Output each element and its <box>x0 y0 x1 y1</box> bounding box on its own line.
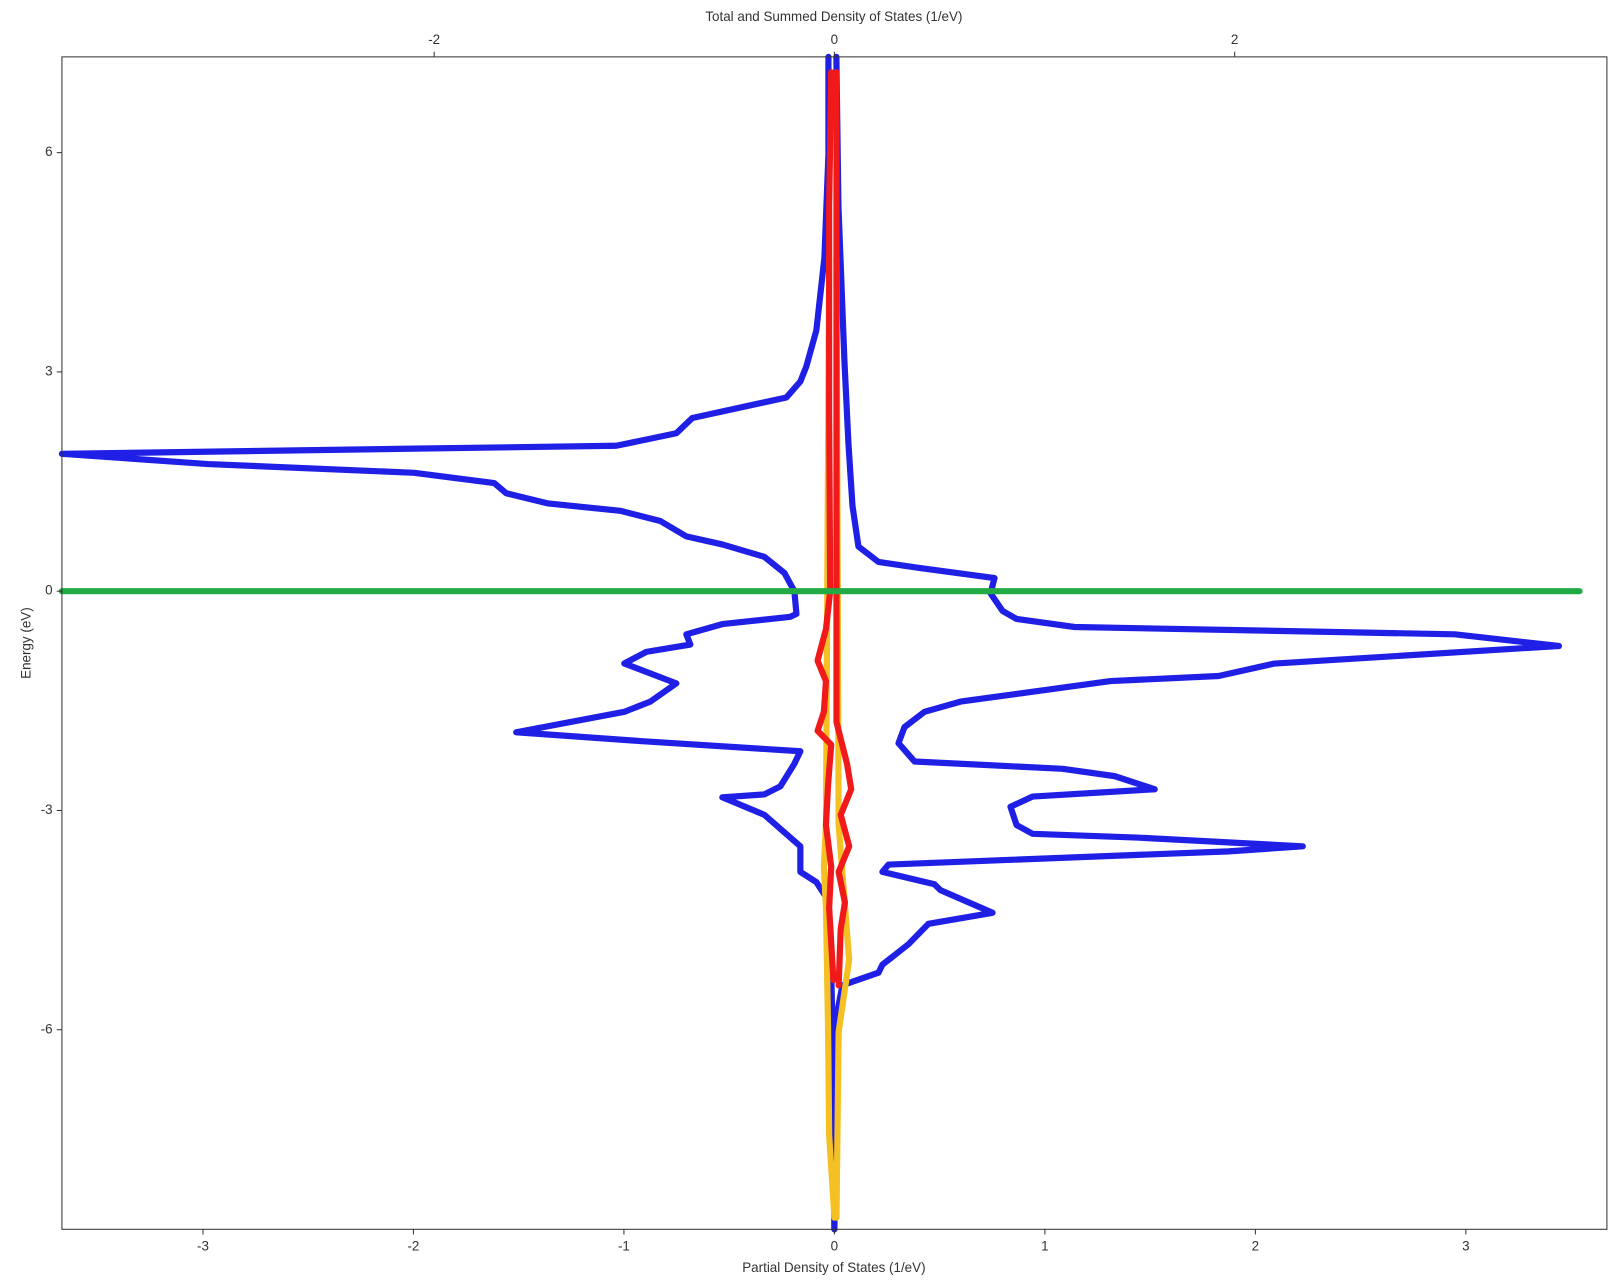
top-axis-title: Total and Summed Density of States (1/eV… <box>705 9 962 24</box>
y-tick-label: -3 <box>41 802 53 817</box>
dos-line <box>814 69 837 984</box>
x-tick-label: -2 <box>407 1238 419 1253</box>
x-tick-label: 0 <box>831 1238 838 1253</box>
x2-tick-label: -2 <box>428 32 440 47</box>
x-tick-label: 2 <box>1252 1238 1259 1253</box>
x-tick-label: -1 <box>618 1238 630 1253</box>
x2-tick-label: 0 <box>831 32 838 47</box>
y-tick-label: 3 <box>45 363 52 378</box>
y-tick-label: 0 <box>45 583 52 598</box>
x2-tick-label: 2 <box>1231 32 1238 47</box>
x-tick-label: 1 <box>1041 1238 1048 1253</box>
dos-line <box>833 69 855 989</box>
x-tick-label: -3 <box>197 1238 209 1253</box>
y-tick-label: -6 <box>41 1021 53 1036</box>
y-axis-title: Energy (eV) <box>18 607 33 679</box>
dos-line <box>831 53 1563 1233</box>
plot-area <box>58 53 1583 1233</box>
x-axis-title: Partial Density of States (1/eV) <box>742 1260 925 1275</box>
y-tick-label: 6 <box>45 144 52 159</box>
dos-line <box>58 53 838 1233</box>
x-tick-label: 3 <box>1462 1238 1469 1253</box>
